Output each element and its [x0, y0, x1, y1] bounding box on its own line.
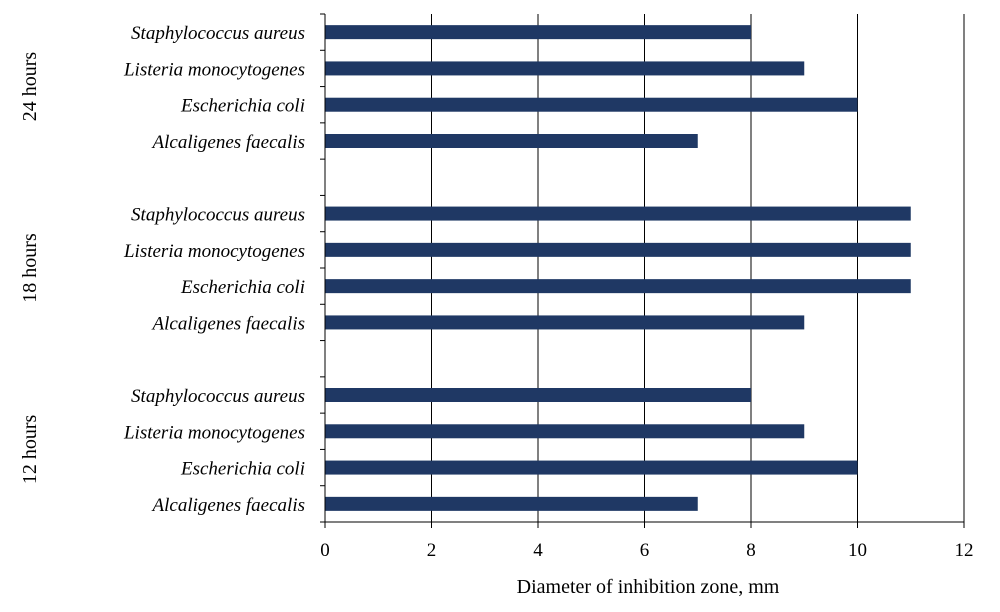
- category-label-g2-c0: Staphylococcus aureus: [131, 386, 305, 407]
- axes: [320, 13, 965, 528]
- category-label-g1-c3: Alcaligenes faecalis: [151, 313, 305, 334]
- x-tick-label-2: 4: [533, 540, 543, 561]
- labels: 0 2 4 6 8 10 12 Staphylococcus aureus Listeria m…: [19, 23, 974, 561]
- category-label-g0-c2: Escherichia coli: [180, 96, 305, 117]
- bar-g0-c3: [325, 134, 698, 148]
- bar-g1-c2: [325, 279, 911, 294]
- bar-g2-c2: [325, 460, 858, 475]
- x-tick-label-5: 10: [848, 540, 867, 561]
- gridlines: [431, 14, 965, 522]
- bar-g0-c2: [325, 97, 858, 112]
- bar-g2-c3: [325, 496, 698, 511]
- bar-g2-c0: [325, 388, 751, 402]
- category-label-g0-c1: Listeria monocytogenes: [123, 59, 305, 80]
- category-label-g0-c0: Staphylococcus aureus: [131, 23, 305, 44]
- bars: [325, 25, 911, 511]
- x-tick-label-1: 2: [427, 540, 437, 561]
- bar-g0-c0: [325, 25, 751, 40]
- bar-g1-c1: [325, 242, 911, 257]
- x-tick-label-4: 8: [746, 540, 756, 561]
- x-tick-label-0: 0: [320, 540, 330, 561]
- bar-g0-c1: [325, 61, 805, 76]
- category-label-g2-c1: Listeria monocytogenes: [123, 422, 305, 443]
- group-label-1: 18 hours: [19, 233, 41, 303]
- bar-g1-c3: [325, 315, 805, 330]
- group-label-0: 24 hours: [19, 52, 41, 122]
- x-axis-title: Diameter of inhibition zone, mm: [517, 576, 780, 598]
- x-tick-label-3: 6: [640, 540, 650, 561]
- category-label-g0-c3: Alcaligenes faecalis: [151, 132, 305, 153]
- category-label-g1-c1: Listeria monocytogenes: [123, 241, 305, 262]
- bar-g1-c0: [325, 206, 911, 221]
- bar-g2-c1: [325, 424, 805, 439]
- category-label-g2-c2: Escherichia coli: [180, 459, 305, 480]
- category-label-g2-c3: Alcaligenes faecalis: [151, 495, 305, 516]
- category-label-g1-c0: Staphylococcus aureus: [131, 205, 305, 226]
- group-label-2: 12 hours: [19, 414, 41, 484]
- category-label-g1-c2: Escherichia coli: [180, 277, 305, 298]
- x-tick-label-6: 12: [955, 540, 974, 561]
